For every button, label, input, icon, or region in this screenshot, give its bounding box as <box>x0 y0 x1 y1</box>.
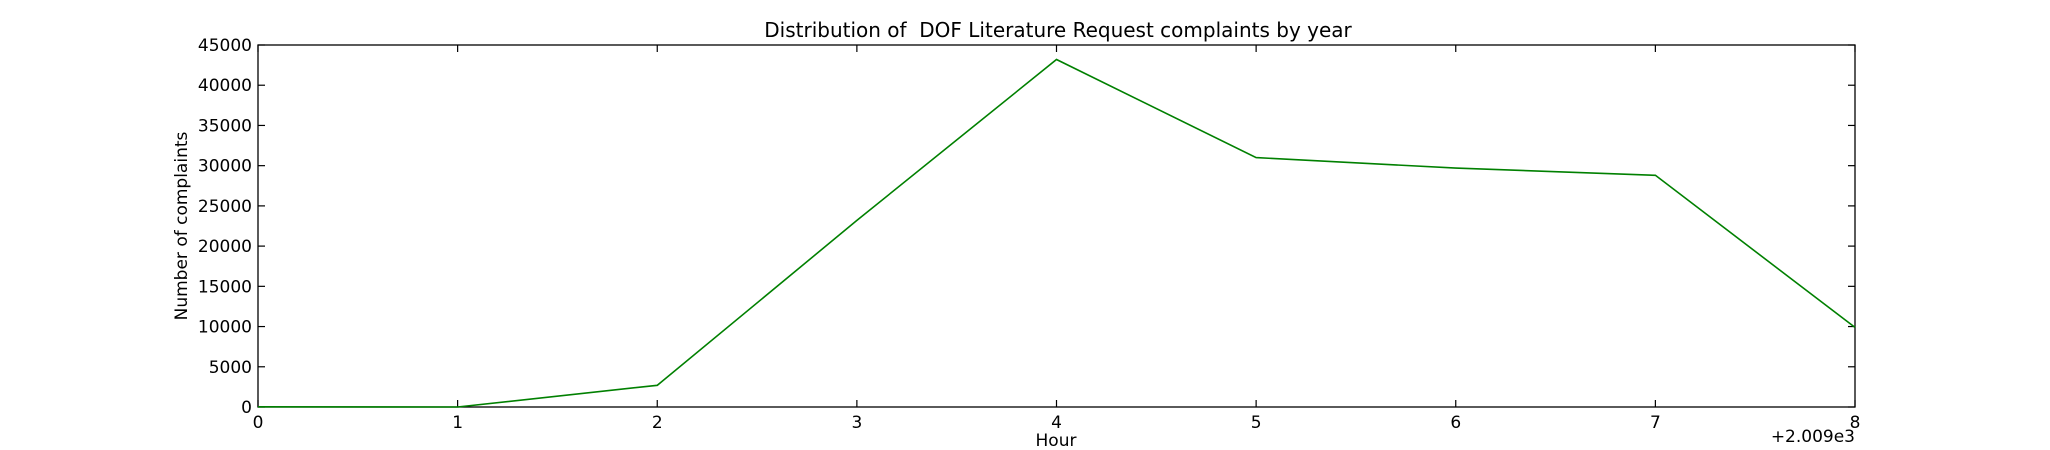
x-axis: 0 1 2 3 4 5 6 7 8 <box>253 45 1861 433</box>
x-tick-label: 5 <box>1251 413 1262 433</box>
x-tick-label: 8 <box>1850 413 1861 433</box>
y-tick-label: 30000 <box>198 157 252 177</box>
x-axis-label: Hour <box>1036 431 1077 450</box>
x-offset-label: +2.009e3 <box>1771 427 1855 447</box>
x-tick-label: 3 <box>851 413 862 433</box>
y-axis: 0 5000 10000 15000 20000 25000 30000 35000 40000… <box>198 36 1855 418</box>
x-tick-label: 7 <box>1650 413 1661 433</box>
y-axis-label: Number of complaints <box>172 131 192 320</box>
x-tick-label: 4 <box>1051 413 1062 433</box>
x-tick-label: 2 <box>652 413 663 433</box>
y-tick-label: 35000 <box>198 116 252 136</box>
y-tick-label: 0 <box>241 398 252 418</box>
y-tick-label: 5000 <box>209 358 252 378</box>
y-tick-label: 10000 <box>198 318 252 338</box>
plot-frame <box>257 44 1856 408</box>
x-tick-label: 6 <box>1450 413 1461 433</box>
y-tick-label: 20000 <box>198 237 252 257</box>
y-tick-label: 45000 <box>198 36 252 56</box>
series-layer <box>257 58 1856 408</box>
y-tick-label: 40000 <box>198 76 252 96</box>
y-tick-label: 25000 <box>198 197 252 217</box>
series-line <box>257 58 1856 408</box>
x-tick-label: 0 <box>253 413 264 433</box>
chart-title: Distribution of DOF Literature Request c… <box>764 18 1352 42</box>
x-tick-label: 1 <box>452 413 463 433</box>
y-tick-label: 15000 <box>198 277 252 297</box>
